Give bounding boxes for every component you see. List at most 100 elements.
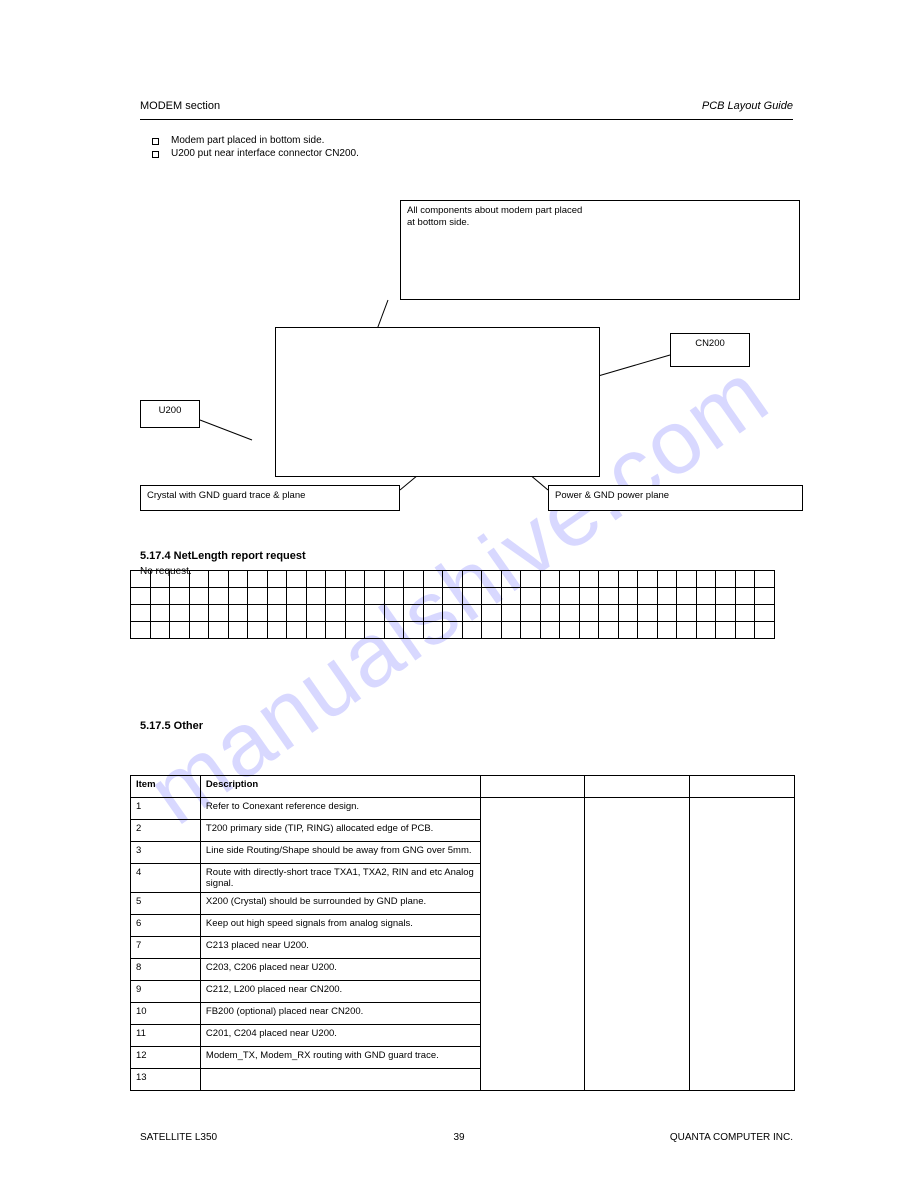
grid-cell — [170, 588, 190, 605]
netlength-grid — [130, 570, 775, 639]
grid-cell — [228, 571, 248, 588]
grid-cell — [423, 605, 443, 622]
table-header-cell: Item — [131, 776, 201, 798]
grid-cell — [267, 622, 287, 639]
grid-cell — [521, 605, 541, 622]
grid-cell — [345, 622, 365, 639]
table-cell: Modem_TX, Modem_RX routing with GND guar… — [200, 1047, 480, 1069]
grid-cell — [755, 605, 775, 622]
grid-cell — [540, 571, 560, 588]
table-cell: 2 — [131, 820, 201, 842]
table-cell — [690, 798, 795, 1091]
table-cell: Route with directly-short trace TXA1, TX… — [200, 864, 480, 893]
grid-cell — [599, 605, 619, 622]
grid-cell — [618, 571, 638, 588]
grid-cell — [170, 622, 190, 639]
grid-cell — [677, 571, 697, 588]
table-cell: 5 — [131, 893, 201, 915]
grid-cell — [365, 588, 385, 605]
grid-cell — [501, 622, 521, 639]
grid-cell — [599, 588, 619, 605]
table-cell: T200 primary side (TIP, RING) allocated … — [200, 820, 480, 842]
grid-cell — [248, 588, 268, 605]
table-cell: Refer to Conexant reference design. — [200, 798, 480, 820]
grid-cell — [287, 605, 307, 622]
grid-cell — [131, 605, 151, 622]
grid-cell — [735, 622, 755, 639]
grid-cell — [228, 605, 248, 622]
grid-cell — [735, 588, 755, 605]
other-section: 5.17.5 Other — [140, 700, 203, 736]
crystal-label: Crystal with GND guard trace & plane — [147, 490, 305, 501]
grid-cell — [657, 622, 677, 639]
power-label-box: Power & GND power plane — [548, 485, 803, 511]
grid-cell — [540, 622, 560, 639]
table-cell: 1 — [131, 798, 201, 820]
grid-cell — [443, 605, 463, 622]
table-cell: 3 — [131, 842, 201, 864]
grid-cell — [443, 588, 463, 605]
grid-row — [131, 571, 775, 588]
table-cell — [585, 798, 690, 1091]
grid-cell — [209, 605, 229, 622]
grid-cell — [228, 588, 248, 605]
grid-cell — [716, 571, 736, 588]
table-cell: C203, C206 placed near U200. — [200, 959, 480, 981]
grid-cell — [131, 588, 151, 605]
netlength-title: 5.17.4 NetLength report request — [140, 550, 306, 562]
grid-cell — [482, 622, 502, 639]
grid-cell — [657, 605, 677, 622]
grid-cell — [189, 622, 209, 639]
grid-cell — [306, 622, 326, 639]
grid-cell — [209, 571, 229, 588]
grid-cell — [540, 605, 560, 622]
grid-cell — [287, 588, 307, 605]
grid-cell — [657, 571, 677, 588]
grid-cell — [423, 588, 443, 605]
grid-cell — [696, 622, 716, 639]
footer-left: SATELLITE L350 — [140, 1132, 217, 1143]
table-cell: C201, C204 placed near U200. — [200, 1025, 480, 1047]
crystal-label-box: Crystal with GND guard trace & plane — [140, 485, 400, 511]
grid-cell — [326, 605, 346, 622]
grid-cell — [618, 622, 638, 639]
grid-cell — [326, 622, 346, 639]
grid-cell — [248, 571, 268, 588]
grid-cell — [384, 622, 404, 639]
grid-cell — [735, 571, 755, 588]
grid-cell — [677, 622, 697, 639]
grid-cell — [209, 588, 229, 605]
grid-cell — [521, 622, 541, 639]
grid-cell — [638, 588, 658, 605]
grid-cell — [696, 605, 716, 622]
grid-cell — [482, 588, 502, 605]
power-label: Power & GND power plane — [555, 490, 669, 501]
grid-cell — [150, 571, 170, 588]
grid-cell — [384, 588, 404, 605]
grid-cell — [560, 571, 580, 588]
table-header-cell — [480, 776, 585, 798]
bullet-list: Modem part placed in bottom side. U200 p… — [152, 135, 359, 161]
table-cell: X200 (Crystal) should be surrounded by G… — [200, 893, 480, 915]
grid-cell — [365, 571, 385, 588]
table-header-cell — [690, 776, 795, 798]
grid-cell — [365, 622, 385, 639]
grid-cell — [501, 588, 521, 605]
table-cell: 8 — [131, 959, 201, 981]
grid-cell — [267, 571, 287, 588]
grid-cell — [404, 622, 424, 639]
connector-line — [200, 420, 252, 440]
cn200-label: CN200 — [695, 338, 725, 349]
grid-cell — [384, 605, 404, 622]
note-line: All components about modem part placed — [407, 205, 793, 217]
grid-cell — [287, 571, 307, 588]
grid-cell — [677, 605, 697, 622]
table-cell: 7 — [131, 937, 201, 959]
grid-cell — [462, 571, 482, 588]
grid-cell — [618, 588, 638, 605]
header-right: PCB Layout Guide — [702, 100, 793, 112]
grid-cell — [248, 622, 268, 639]
square-bullet-icon — [152, 151, 159, 158]
table-cell: Line side Routing/Shape should be away f… — [200, 842, 480, 864]
note-line: at bottom side. — [407, 217, 793, 229]
